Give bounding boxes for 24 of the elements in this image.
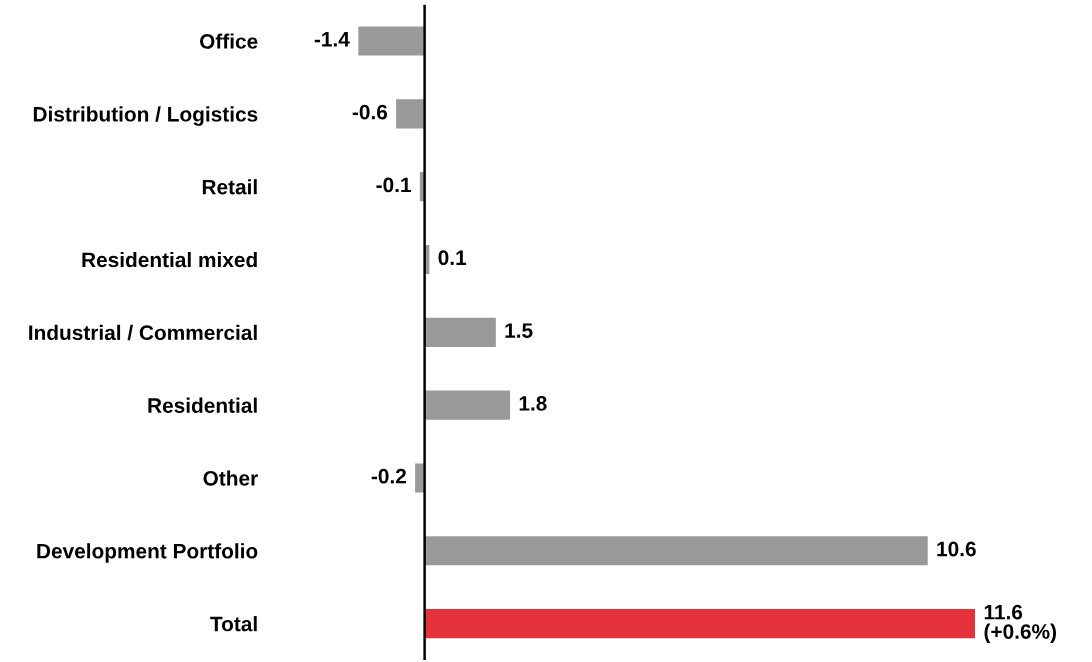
- data-label: 10.6: [937, 541, 976, 557]
- data-label: -0.1: [376, 177, 411, 193]
- y-tick-label: Residential: [148, 397, 257, 413]
- data-label: -1.4: [314, 32, 350, 47]
- bar: [358, 26, 425, 56]
- bar: [424, 390, 511, 420]
- y-tick-label: Residential mixed: [82, 251, 257, 268]
- y-tick-label: Office: [200, 33, 258, 49]
- data-label: 1.8: [519, 395, 547, 411]
- y-tick-label: Retail: [202, 179, 257, 195]
- y-tick-label: Other: [203, 470, 258, 486]
- y-tick-label: Distribution / Logistics: [33, 106, 258, 126]
- data-label: 0.1: [438, 250, 467, 266]
- bar: [424, 609, 976, 639]
- data-label: -0.2: [371, 468, 406, 484]
- bar: [424, 536, 928, 566]
- y-tick-label: Total: [210, 616, 257, 632]
- bar: [396, 99, 425, 129]
- data-label: 1.5: [505, 323, 533, 338]
- data-label: 11.6 (+0.6%): [984, 604, 1056, 644]
- bar: [424, 317, 496, 347]
- data-label: -0.6: [352, 104, 388, 120]
- y-tick-label: Development Portfolio: [37, 543, 258, 563]
- y-tick-label: Industrial / Commercial: [29, 324, 257, 341]
